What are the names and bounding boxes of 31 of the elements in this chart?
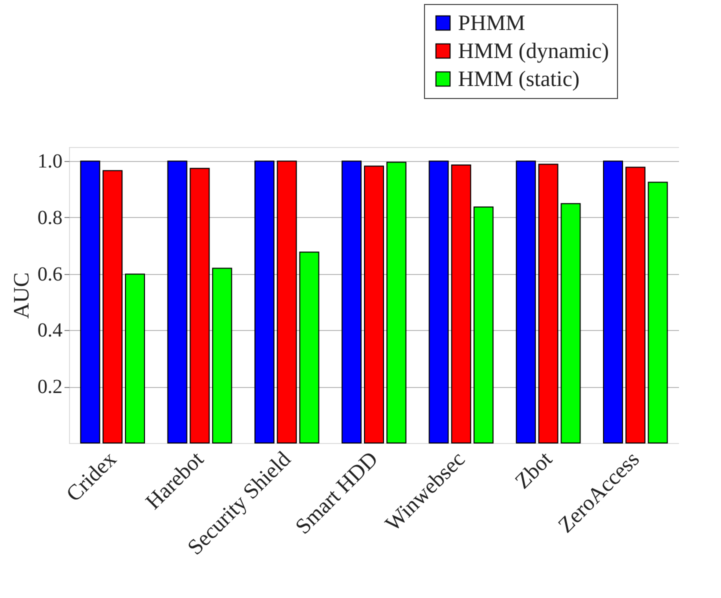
y-axis-title: AUC <box>8 272 34 319</box>
bar <box>167 160 188 444</box>
bar <box>560 203 581 444</box>
bar <box>516 160 536 444</box>
y-tick-label: 0.8 <box>38 206 62 229</box>
y-tick-label: 0.2 <box>38 376 62 398</box>
bar <box>102 170 123 444</box>
bar <box>276 160 297 444</box>
bar <box>386 162 406 444</box>
y-tick-label: 1.0 <box>38 150 62 173</box>
bar <box>299 252 320 444</box>
bar <box>80 160 100 444</box>
bar <box>124 274 145 444</box>
x-tick-label: Zbot <box>510 446 557 494</box>
bar <box>254 160 274 444</box>
bar <box>648 182 668 444</box>
legend-label: HMM (static) <box>458 66 580 91</box>
bar <box>538 164 558 444</box>
legend-label: PHMM <box>458 10 526 35</box>
bar <box>342 160 362 444</box>
bar <box>364 166 384 444</box>
bar <box>428 160 449 444</box>
bar <box>451 164 472 444</box>
bar <box>625 166 646 444</box>
bar <box>474 206 494 444</box>
bar <box>212 268 232 444</box>
y-tick-label: 0.4 <box>38 320 62 342</box>
bar <box>190 168 210 444</box>
y-tick-label: 0.6 <box>38 263 62 286</box>
bar <box>603 160 624 444</box>
legend-label: HMM (dynamic) <box>458 38 609 63</box>
